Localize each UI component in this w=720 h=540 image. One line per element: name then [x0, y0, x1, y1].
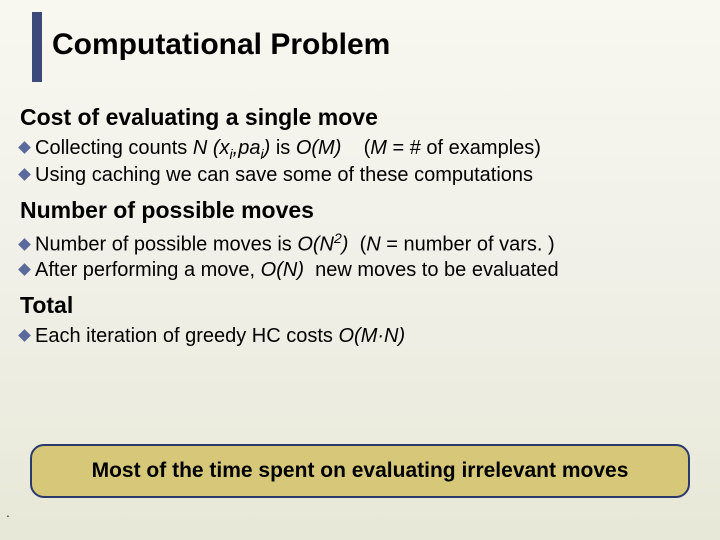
math-m: M	[370, 137, 387, 159]
math-on: O(N)	[261, 259, 304, 281]
slide-title: Computational Problem	[52, 28, 390, 62]
title-accent-bar	[32, 12, 42, 82]
bullet-caching: Using caching we can save some of these …	[20, 164, 700, 187]
text-fragment: (	[348, 234, 366, 256]
slide-content: Cost of evaluating a single move Collect…	[20, 100, 700, 350]
callout-text: Most of the time spent on evaluating irr…	[92, 459, 629, 483]
text-fragment: After performing a move,	[35, 259, 261, 281]
bullet-collecting-counts: Collecting counts N (xi,pai) is O(M) (M …	[20, 137, 700, 162]
bullet-num-moves: Number of possible moves is O(N2) (N = n…	[20, 230, 700, 257]
text-fragment: Collecting counts	[35, 137, 193, 159]
bullet-text: Collecting counts N (xi,pai) is O(M) (M …	[35, 137, 541, 162]
math-pa: pa	[238, 137, 260, 159]
bullet-text: Number of possible moves is O(N2) (N = n…	[35, 230, 555, 257]
bullet-diamond-icon	[18, 238, 31, 251]
math-n-expr: N (x	[193, 137, 230, 159]
section-heading-moves: Number of possible moves	[20, 197, 700, 224]
bullet-total: Each iteration of greedy HC costs O(M·N)	[20, 325, 700, 348]
text-fragment: = # of examples)	[387, 137, 541, 159]
math-sup: 2	[334, 230, 342, 246]
text-fragment: (	[341, 137, 370, 159]
section-heading-total: Total	[20, 292, 700, 319]
math-n: N	[366, 234, 380, 256]
math-omn: O(M·N)	[338, 325, 405, 347]
bullet-diamond-icon	[18, 329, 31, 342]
bullet-after-move: After performing a move, O(N) new moves …	[20, 259, 700, 282]
text-fragment: Each iteration of greedy HC costs	[35, 325, 338, 347]
callout-box: Most of the time spent on evaluating irr…	[30, 444, 690, 498]
math-om: O(M)	[296, 137, 342, 159]
bullet-diamond-icon	[18, 263, 31, 276]
text-fragment: Number of possible moves is	[35, 234, 297, 256]
math-on2: O(N	[297, 234, 334, 256]
bullet-text: After performing a move, O(N) new moves …	[35, 259, 559, 282]
section-heading-cost: Cost of evaluating a single move	[20, 104, 700, 131]
text-fragment: is	[270, 137, 296, 159]
footer-dot: .	[6, 504, 10, 520]
bullet-diamond-icon	[18, 141, 31, 154]
bullet-text: Each iteration of greedy HC costs O(M·N)	[35, 325, 405, 348]
text-fragment: = number of vars. )	[381, 234, 555, 256]
bullet-text: Using caching we can save some of these …	[35, 164, 533, 187]
bullet-diamond-icon	[18, 168, 31, 181]
text-fragment: new moves to be evaluated	[304, 259, 559, 281]
